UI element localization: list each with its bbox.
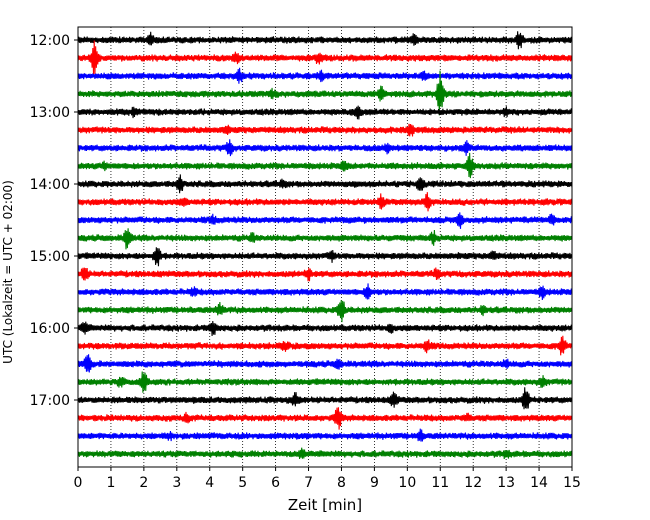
x-tick-label: 0 — [74, 475, 83, 491]
seismic-trace — [77, 447, 573, 460]
seismic-trace — [77, 123, 573, 137]
plot-frame — [77, 26, 573, 468]
seismic-trace — [77, 105, 573, 120]
x-tick-label: 13 — [497, 475, 515, 491]
x-tick-label: 8 — [337, 475, 346, 491]
seismic-trace — [77, 428, 573, 442]
y-tick-label: 12:00 — [30, 33, 70, 49]
y-tick-label: 14:00 — [30, 177, 70, 193]
x-tick-label: 3 — [172, 475, 181, 491]
seismic-trace — [77, 31, 573, 50]
seismic-trace — [77, 40, 573, 75]
x-tick-label: 14 — [530, 475, 548, 491]
y-tick-label: 17:00 — [30, 393, 70, 409]
x-tick-label: 2 — [139, 475, 148, 491]
x-tick-label: 7 — [304, 475, 313, 491]
y-axis-ticks: 12:00 13:00 14:00 15:00 16:00 17:00 — [30, 33, 78, 409]
x-tick-label: 5 — [238, 475, 247, 491]
x-axis-ticks: 0 1 2 3 4 5 6 7 8 9 10 11 12 13 14 15 — [74, 467, 581, 491]
seismic-trace — [77, 354, 573, 373]
seismic-trace — [77, 267, 573, 282]
x-tick-label: 12 — [464, 475, 482, 491]
x-tick-label: 15 — [563, 475, 581, 491]
seismic-trace — [77, 192, 573, 212]
y-tick-label: 15:00 — [30, 249, 70, 265]
seismic-trace — [77, 139, 573, 157]
seismic-trace — [77, 387, 573, 410]
seismic-trace — [77, 300, 573, 323]
x-axis-label: Zeit [min] — [288, 496, 362, 514]
x-tick-label: 6 — [271, 475, 280, 491]
x-tick-label: 9 — [370, 475, 379, 491]
seismic-trace — [77, 228, 573, 250]
seismic-trace — [77, 247, 573, 267]
seismic-traces — [77, 31, 573, 460]
seismic-trace — [77, 70, 573, 116]
seismic-trace — [77, 335, 573, 356]
seismic-trace — [77, 152, 573, 179]
seismic-trace — [77, 212, 573, 229]
y-axis-label: UTC (Lokalzeit = UTC + 02:00) — [1, 180, 15, 364]
seismic-trace — [77, 371, 573, 393]
x-tick-label: 11 — [431, 475, 449, 491]
seismic-trace — [77, 407, 573, 430]
y-tick-label: 16:00 — [30, 321, 70, 337]
x-tick-label: 10 — [398, 475, 416, 491]
y-tick-label: 13:00 — [30, 105, 70, 121]
seismic-trace — [77, 283, 573, 301]
seismic-trace — [77, 174, 573, 194]
x-tick-label: 1 — [106, 475, 115, 491]
seismic-trace — [77, 67, 573, 84]
x-tick-label: 4 — [205, 475, 214, 491]
vertical-gridlines — [110, 27, 540, 467]
seismic-trace — [77, 320, 573, 336]
